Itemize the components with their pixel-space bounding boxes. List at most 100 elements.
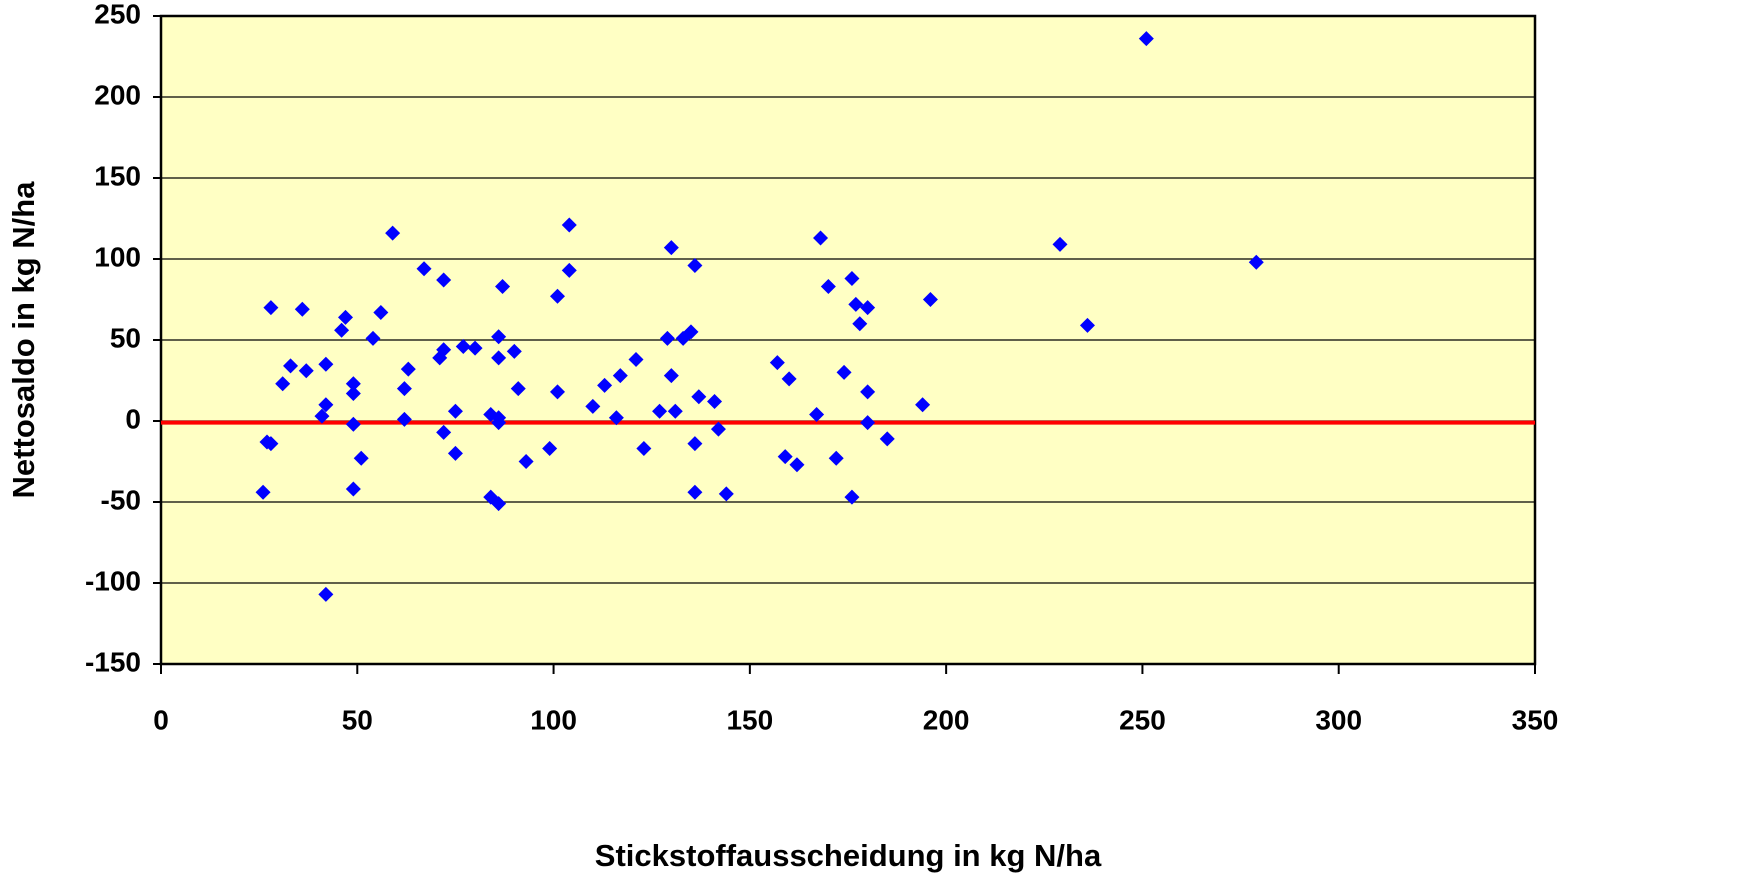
point: [879, 431, 895, 447]
point: [663, 368, 679, 384]
point: [860, 415, 876, 431]
point: [436, 424, 452, 440]
x-tick-label: 300: [1315, 704, 1362, 735]
point: [585, 398, 601, 414]
point: [345, 385, 361, 401]
point: [542, 441, 558, 457]
y-tick-label: -50: [101, 484, 141, 515]
plot-border: [159, 14, 1537, 666]
point: [467, 340, 483, 356]
point: [769, 355, 785, 371]
point: [691, 389, 707, 405]
point: [491, 496, 507, 512]
point: [1079, 317, 1095, 333]
point: [561, 217, 577, 233]
point: [597, 377, 613, 393]
point: [345, 481, 361, 497]
point: [396, 411, 412, 427]
point: [447, 403, 463, 419]
point: [353, 450, 369, 466]
point: [373, 304, 389, 320]
point: [612, 368, 628, 384]
point: [781, 371, 797, 387]
point: [491, 329, 507, 345]
point: [436, 272, 452, 288]
y-tick-label: -150: [85, 646, 141, 677]
point: [318, 356, 334, 372]
point: [436, 342, 452, 358]
point: [385, 225, 401, 241]
point: [298, 363, 314, 379]
x-tick-label: 50: [342, 704, 373, 735]
point: [652, 403, 668, 419]
point: [848, 296, 864, 312]
point: [922, 292, 938, 307]
point: [659, 330, 675, 346]
point: [860, 384, 876, 400]
point: [491, 350, 507, 366]
point: [491, 415, 507, 431]
point: [338, 309, 354, 325]
point: [455, 338, 471, 354]
x-tick-label: 250: [1119, 704, 1166, 735]
x-tick-label: 100: [530, 704, 577, 735]
point: [1052, 236, 1068, 252]
point: [844, 489, 860, 505]
point: [844, 270, 860, 286]
y-tick-label: 150: [94, 160, 141, 191]
point: [667, 403, 683, 419]
point: [263, 300, 279, 316]
point: [836, 364, 852, 380]
point: [416, 261, 432, 277]
point: [636, 441, 652, 457]
point: [318, 586, 334, 602]
point: [852, 316, 868, 332]
point: [1138, 31, 1154, 47]
x-tick-label: 350: [1512, 704, 1559, 735]
y-axis-label: Nettosaldo in kg N/ha: [6, 181, 41, 499]
point: [1248, 254, 1264, 270]
y-tick-label: 100: [94, 241, 141, 272]
y-tick-label: 200: [94, 79, 141, 110]
point: [915, 397, 931, 413]
point: [718, 486, 734, 502]
x-tick-label: 200: [923, 704, 970, 735]
point: [813, 230, 829, 246]
point: [710, 421, 726, 437]
point: [447, 445, 463, 461]
x-tick-label: 0: [153, 704, 169, 735]
point: [860, 300, 876, 316]
point: [510, 381, 526, 397]
y-tick-label: 0: [125, 403, 141, 434]
point: [294, 301, 310, 317]
point: [608, 410, 624, 426]
point: [400, 361, 416, 377]
point: [345, 376, 361, 392]
point: [687, 257, 703, 273]
point: [365, 330, 381, 346]
point: [263, 436, 279, 452]
x-axis-label: Stickstoffausscheidung in kg N/ha: [595, 838, 1102, 873]
point: [549, 384, 565, 400]
y-tick-label: 50: [110, 322, 141, 353]
point: [506, 343, 522, 359]
point: [495, 279, 511, 295]
point: [314, 408, 330, 424]
point: [789, 457, 805, 473]
point: [820, 279, 836, 295]
point: [334, 322, 350, 338]
point: [828, 450, 844, 466]
point: [283, 358, 299, 374]
point: [561, 262, 577, 278]
point: [345, 416, 361, 432]
x-tick-label: 150: [726, 704, 773, 735]
point: [687, 436, 703, 452]
point: [518, 454, 534, 469]
point: [687, 484, 703, 500]
point: [549, 288, 565, 304]
point: [628, 351, 644, 367]
point: [683, 324, 699, 340]
y-tick-label: -100: [85, 565, 141, 596]
point: [809, 407, 825, 423]
